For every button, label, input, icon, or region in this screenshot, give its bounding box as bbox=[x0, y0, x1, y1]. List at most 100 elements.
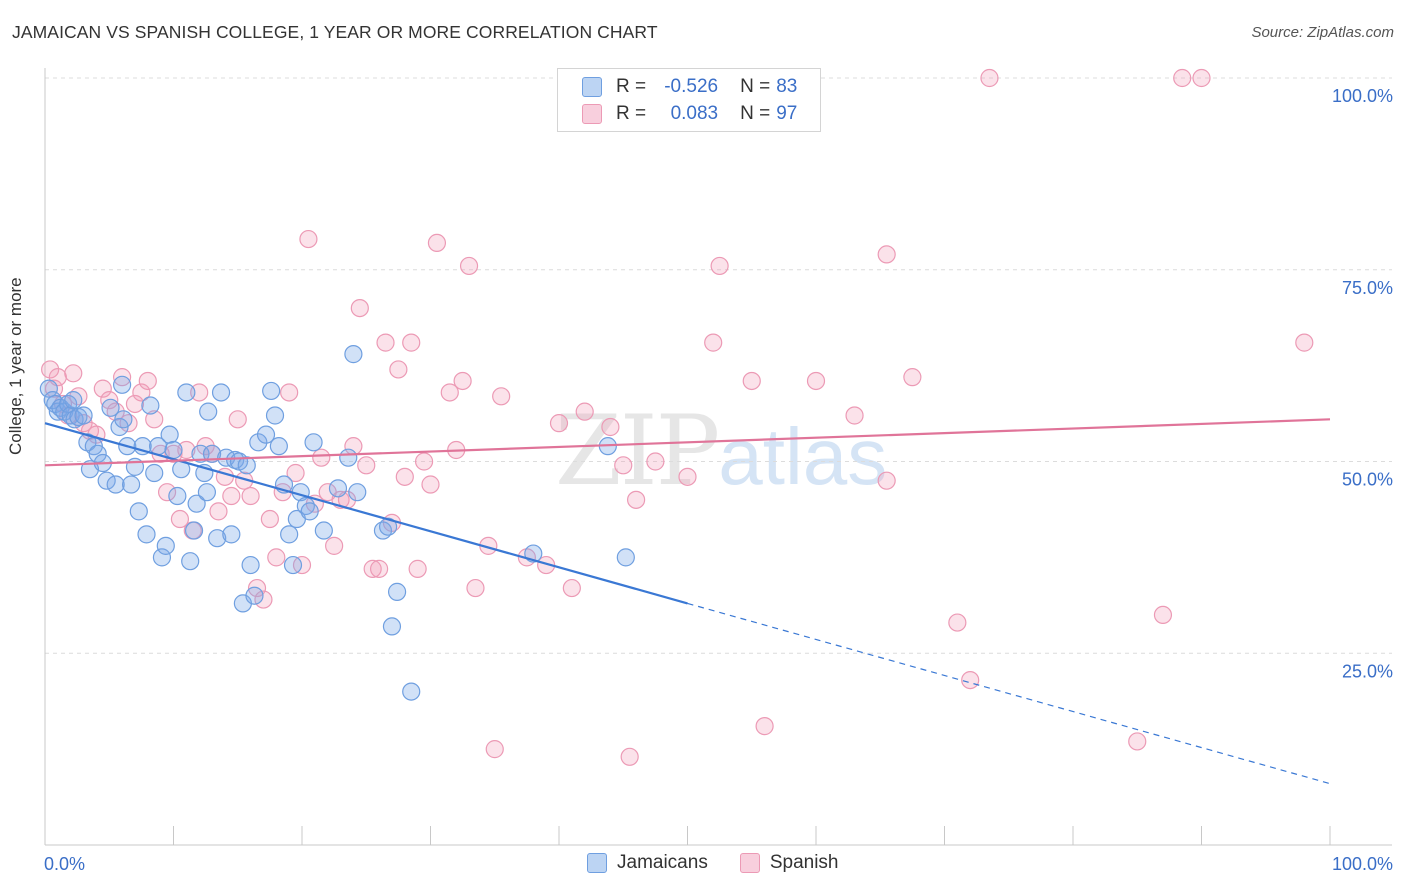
point-spanish bbox=[100, 391, 119, 410]
point-spanish bbox=[492, 387, 511, 406]
point-spanish bbox=[389, 360, 408, 379]
point-spanish bbox=[877, 471, 896, 490]
legend-n-value: 97 bbox=[776, 103, 798, 124]
legend-label-jamaicans: Jamaicans bbox=[617, 852, 708, 873]
point-spanish bbox=[575, 402, 594, 421]
point-spanish bbox=[459, 256, 479, 276]
point-jamaicans bbox=[222, 525, 241, 544]
legend-label-spanish: Spanish bbox=[769, 852, 839, 873]
point-spanish bbox=[646, 452, 665, 471]
point-spanish bbox=[241, 486, 260, 506]
point-jamaicans bbox=[39, 379, 58, 398]
point-spanish bbox=[620, 747, 639, 766]
point-jamaicans bbox=[211, 383, 231, 402]
point-jamaicans bbox=[241, 555, 260, 575]
point-spanish bbox=[157, 483, 177, 502]
point-spanish bbox=[125, 394, 145, 414]
point-spanish bbox=[228, 410, 247, 429]
point-spanish bbox=[145, 410, 164, 429]
point-jamaicans bbox=[237, 456, 256, 475]
point-spanish bbox=[626, 490, 646, 509]
point-spanish bbox=[190, 383, 209, 402]
legend-n-label: N = bbox=[740, 103, 771, 124]
point-spanish bbox=[466, 578, 485, 598]
point-jamaicans bbox=[160, 425, 179, 444]
point-jamaicans bbox=[88, 444, 107, 463]
point-jamaicans bbox=[106, 475, 125, 494]
legend-r-value: 0.083 bbox=[670, 103, 719, 124]
point-spanish bbox=[370, 559, 389, 578]
trendline-spanish bbox=[44, 418, 1331, 467]
legend-item-jamaicans[interactable]: Jamaicans bbox=[587, 852, 708, 874]
point-jamaicans bbox=[156, 536, 175, 555]
point-spanish bbox=[614, 456, 633, 475]
point-jamaicans bbox=[197, 483, 217, 502]
point-spanish bbox=[41, 360, 60, 379]
watermark: ZIPatlas bbox=[555, 395, 887, 507]
point-spanish bbox=[363, 559, 382, 578]
point-spanish bbox=[93, 379, 112, 398]
point-jamaicans bbox=[245, 586, 264, 605]
legend-item-spanish[interactable]: Spanish bbox=[739, 852, 839, 874]
legend-swatch-jamaicans bbox=[582, 77, 602, 97]
legend-swatch-jamaicans bbox=[587, 853, 607, 873]
point-jamaicans bbox=[339, 448, 358, 467]
point-jamaicans bbox=[348, 483, 367, 502]
point-spanish bbox=[440, 383, 459, 402]
point-jamaicans bbox=[64, 391, 83, 410]
point-jamaicans bbox=[328, 479, 348, 498]
legend-row-jamaicans: R = -0.526 N = 83 bbox=[582, 74, 797, 100]
y-tick-label: 100.0% bbox=[1332, 86, 1393, 106]
point-jamaicans bbox=[402, 682, 421, 701]
point-spanish bbox=[755, 717, 774, 736]
point-spanish bbox=[260, 509, 279, 529]
point-jamaicans bbox=[114, 410, 133, 429]
point-spanish bbox=[138, 371, 157, 391]
watermark-atlas: atlas bbox=[718, 412, 888, 501]
point-spanish bbox=[549, 414, 569, 433]
point-spanish bbox=[742, 371, 761, 391]
point-jamaicans bbox=[74, 406, 93, 425]
legend-row-spanish: R = 0.083 N = 97 bbox=[582, 101, 797, 127]
point-jamaicans bbox=[112, 375, 132, 394]
point-jamaicans bbox=[187, 494, 206, 513]
point-jamaicans bbox=[344, 345, 363, 364]
point-jamaicans bbox=[300, 502, 319, 521]
point-spanish bbox=[376, 333, 395, 352]
trendline-jamaicans-projection bbox=[687, 602, 1331, 785]
point-jamaicans bbox=[382, 617, 402, 636]
point-jamaicans bbox=[97, 471, 116, 490]
point-spanish bbox=[485, 740, 504, 759]
point-jamaicans bbox=[208, 529, 227, 548]
point-jamaicans bbox=[269, 437, 288, 456]
point-spanish bbox=[601, 417, 620, 437]
point-spanish bbox=[845, 406, 864, 425]
point-spanish bbox=[453, 371, 472, 391]
point-spanish bbox=[254, 590, 273, 609]
point-jamaicans bbox=[378, 517, 398, 536]
point-spanish bbox=[299, 229, 318, 249]
point-jamaicans bbox=[121, 475, 141, 494]
point-jamaicans bbox=[280, 525, 299, 544]
point-spanish bbox=[325, 536, 344, 555]
point-spanish bbox=[1153, 605, 1173, 625]
point-jamaicans bbox=[283, 555, 303, 575]
correlation-legend: R = -0.526 N = 83 R = 0.083 N = 97 bbox=[557, 68, 821, 132]
legend-swatch-spanish bbox=[582, 104, 602, 124]
point-jamaicans bbox=[265, 406, 285, 425]
point-spanish bbox=[903, 368, 922, 387]
point-spanish bbox=[64, 364, 83, 383]
point-spanish bbox=[44, 379, 64, 398]
x-tick-label-max: 100.0% bbox=[1332, 854, 1393, 874]
point-jamaicans bbox=[387, 582, 407, 601]
point-spanish bbox=[1128, 732, 1147, 751]
legend-r-label: R = bbox=[616, 76, 647, 97]
source-label: Source: ZipAtlas.com bbox=[1251, 24, 1394, 41]
legend-r-label: R = bbox=[616, 103, 647, 124]
point-jamaicans bbox=[314, 521, 333, 540]
point-jamaicans bbox=[129, 502, 148, 521]
point-jamaicans bbox=[249, 433, 268, 452]
point-spanish bbox=[402, 333, 421, 352]
point-jamaicans bbox=[262, 381, 281, 401]
point-spanish bbox=[357, 456, 376, 475]
